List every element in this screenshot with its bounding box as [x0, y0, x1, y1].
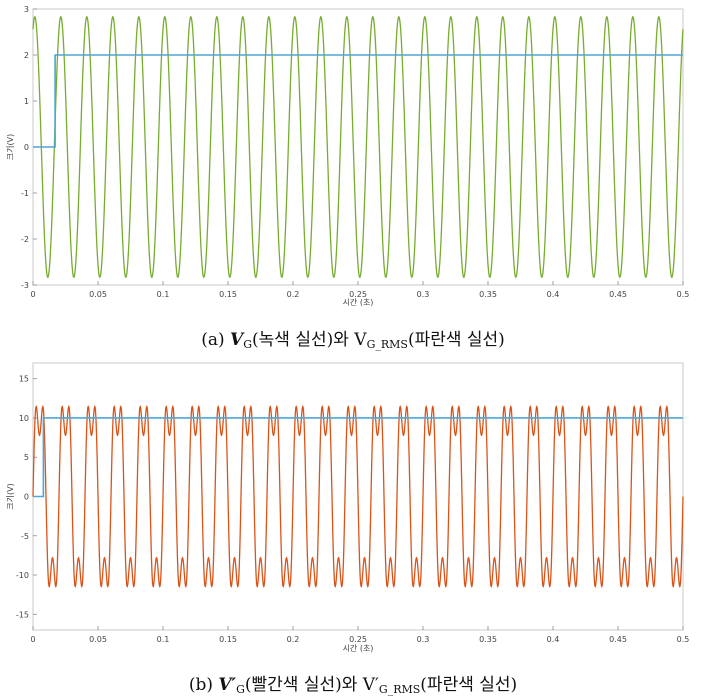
plot-b-xtick-label: 0.5 — [677, 635, 690, 644]
plot-b-ytick-label: 0 — [24, 493, 29, 502]
caption-b-prefix: (b) — [188, 675, 213, 695]
plot-a-xtick-label: 0.4 — [547, 290, 560, 299]
plot-a-series-waveform — [32, 16, 684, 278]
plot-b-ytick-label: -10 — [16, 571, 29, 580]
plot-a-xtick-label: 0.15 — [219, 290, 237, 299]
caption-a-rms-sub: G_RMS — [366, 338, 408, 351]
plot-b-ytick-label: 15 — [19, 375, 29, 384]
plot-b-xtick-label: 0.2 — [287, 635, 300, 644]
plot-a-ytick-label: -1 — [21, 189, 29, 198]
plot-b-xtick-label: 0.05 — [89, 635, 107, 644]
plot-b-xtick-label: 0 — [30, 635, 35, 644]
plot-a-xlabel: 시간 (초) — [343, 297, 374, 307]
plot-a-ytick-label: 1 — [24, 97, 29, 106]
plot-a-xtick-label: 0 — [30, 290, 35, 299]
plot-b-xtick-label: 0.35 — [479, 635, 497, 644]
plot-b-series-waveform — [32, 405, 684, 588]
plot-a-xtick-label: 0.05 — [89, 290, 107, 299]
caption-b-symbol: V′ — [218, 675, 237, 695]
caption-a-symbol-sub: G — [243, 338, 252, 351]
plot-a-ylabel: 크기(V) — [6, 134, 15, 160]
caption-b-rms-sub: G_RMS — [378, 683, 421, 696]
plot-a-xtick-label: 0.45 — [609, 290, 627, 299]
caption-b-text2: (파란색 실선) — [420, 675, 518, 695]
plot-a-xtick-label: 0.25 — [349, 290, 367, 299]
plot-b-xtick-label: 0.25 — [349, 635, 367, 644]
caption-b-text1: (빨간색 실선)와 V′ — [244, 675, 379, 695]
plot-b-xlabel: 시간 (초) — [343, 643, 374, 653]
plot-b-ytick-label: -15 — [16, 610, 29, 619]
plot-a-xtick-label: 0.2 — [287, 290, 300, 299]
plot-a-xtick-label: 0.35 — [479, 290, 497, 299]
plot-b-ytick-label: -5 — [21, 532, 29, 541]
plot-b-series-rms — [33, 417, 683, 498]
plot-a-xtick-label: 0.1 — [157, 290, 170, 299]
plot-b-xtick-label: 0.4 — [547, 635, 560, 644]
plot-b-xtick-label: 0.45 — [609, 635, 627, 644]
plot-a-xtick-label: 0.5 — [677, 290, 690, 299]
plot-a-ytick-label: 3 — [24, 5, 29, 14]
caption-a: (a) VG(녹색 실선)와 VG_RMS(파란색 실선) — [0, 325, 706, 351]
plot-a-ytick-label: -3 — [21, 281, 29, 290]
plot-a-xtick-label: 0.3 — [417, 290, 430, 299]
caption-a-text2: (파란색 실선) — [407, 330, 505, 350]
caption-a-symbol: V — [230, 330, 244, 350]
plot-a-series-rms — [33, 54, 683, 148]
plot-a-ytick-label: -2 — [21, 235, 29, 244]
plot-b-ytick-label: 5 — [24, 453, 29, 462]
plot-a-frame — [32, 8, 684, 286]
caption-b: (b) V′G(빨간색 실선)와 V′G_RMS(파란색 실선) — [0, 670, 706, 696]
caption-a-prefix: (a) — [201, 330, 225, 350]
plot-b-xtick-label: 0.1 — [157, 635, 170, 644]
plot-b-ytick-label: 10 — [19, 414, 29, 423]
plot-a-ytick-label: 0 — [24, 143, 29, 152]
plot-b-xtick-label: 0.15 — [219, 635, 237, 644]
plot-b-xtick-label: 0.3 — [417, 635, 430, 644]
plot-a-ytick-label: 2 — [24, 51, 29, 60]
plot-b-ylabel: 크기(V) — [6, 483, 15, 509]
caption-a-text1: (녹색 실선)와 V — [252, 330, 367, 350]
caption-b-symbol-sub: G — [236, 683, 245, 696]
